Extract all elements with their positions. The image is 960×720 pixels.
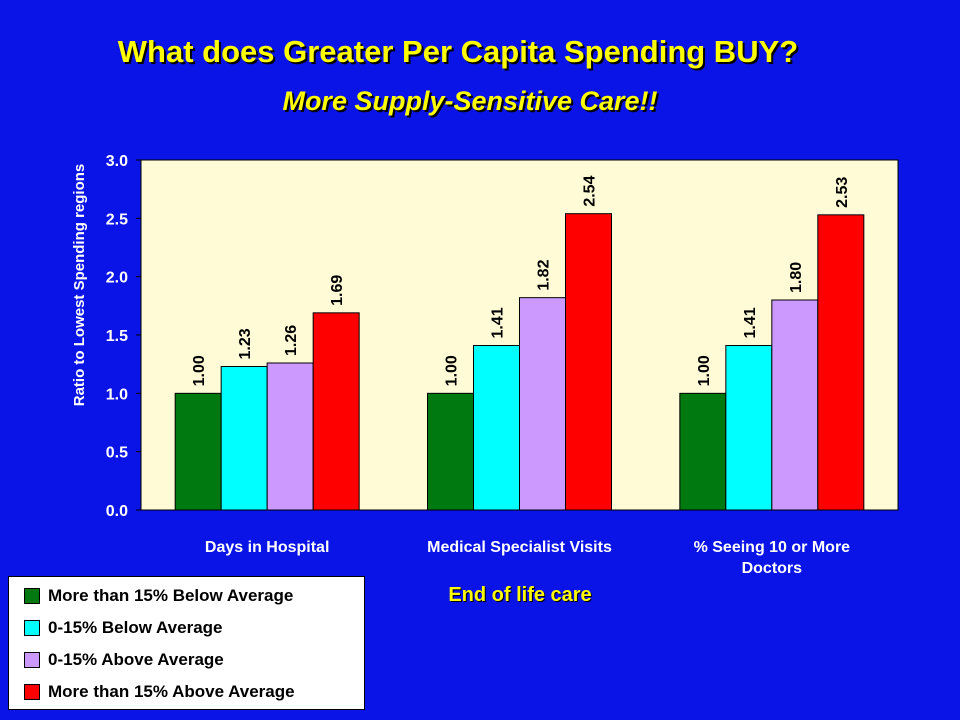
- data-label: 1.69: [329, 275, 346, 306]
- x-axis: Days in Hospital Medical Specialist Visit…: [205, 539, 850, 577]
- bar: [725, 345, 773, 511]
- bar: [312, 312, 360, 511]
- data-label: 1.26: [283, 325, 300, 356]
- x-tick-label: Days in Hospital: [205, 539, 329, 556]
- legend: More than 15% Below Average 0-15% Below …: [8, 576, 365, 710]
- data-label: 1.41: [490, 307, 507, 338]
- bar: [817, 214, 865, 511]
- data-label: 1.23: [237, 328, 254, 359]
- bar: [473, 345, 520, 511]
- bar: [565, 213, 612, 511]
- y-tick-label: 2.5: [106, 211, 128, 228]
- bar: [427, 392, 474, 511]
- legend-label: More than 15% Below Average: [48, 586, 294, 605]
- legend-item: More than 15% Above Average: [24, 681, 295, 703]
- data-label: 1.80: [788, 262, 805, 293]
- slide-subtitle: More Supply-Sensitive Care!!: [282, 86, 658, 116]
- legend-swatch: [24, 620, 40, 636]
- y-tick-label: 1.0: [106, 386, 128, 403]
- legend-item: 0-15% Below Average: [24, 617, 222, 639]
- x-tick-label: Medical Specialist Visits: [427, 539, 612, 556]
- data-label: 2.54: [582, 175, 599, 206]
- y-axis-label: Ratio to Lowest Spending regions: [71, 164, 88, 407]
- bars: [174, 213, 865, 511]
- legend-label: 0-15% Above Average: [48, 650, 224, 669]
- bar: [519, 297, 566, 511]
- data-label: 1.41: [742, 307, 759, 338]
- bar: [174, 392, 222, 511]
- data-label: 1.00: [444, 355, 461, 386]
- data-label: 1.00: [191, 355, 208, 386]
- y-axis: 0.0 0.5 1.0 1.5 2.0 2.5 3.0: [106, 153, 141, 520]
- data-labels: 1.00 1.23 1.26 1.69 1.00 1.41 1.82 2.54 1.00 1.41…: [191, 175, 851, 386]
- y-tick-label: 3.0: [106, 153, 128, 170]
- y-tick-label: 0.5: [106, 445, 128, 462]
- bar: [771, 299, 819, 511]
- legend-swatch: [24, 652, 40, 668]
- bar: [266, 362, 314, 511]
- bar: [220, 366, 268, 511]
- data-label: 1.82: [536, 259, 553, 290]
- data-label: 1.00: [696, 355, 713, 386]
- legend-label: 0-15% Below Average: [48, 618, 223, 637]
- y-tick-label: 2.0: [106, 270, 128, 287]
- bar: [679, 392, 727, 511]
- slide-title: What does Greater Per Capita Spending BU…: [117, 34, 799, 69]
- legend-label: More than 15% Above Average: [48, 682, 295, 701]
- x-tick-label: % Seeing 10 or More Doctors: [694, 539, 851, 577]
- y-tick-label: 0.0: [106, 503, 128, 520]
- legend-swatch: [24, 588, 40, 604]
- data-label: 2.53: [834, 177, 851, 208]
- legend-swatch: [24, 684, 40, 700]
- legend-item: 0-15% Above Average: [24, 649, 224, 671]
- legend-item: More than 15% Below Average: [24, 585, 293, 607]
- chart-footer-caption: End of life care: [448, 584, 592, 606]
- y-tick-label: 1.5: [106, 328, 128, 345]
